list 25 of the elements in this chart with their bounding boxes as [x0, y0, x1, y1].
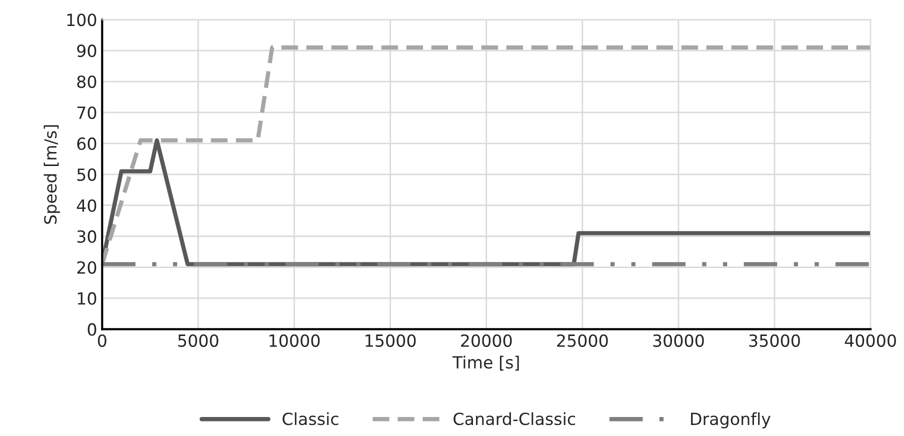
- y-tick-label: 60: [77, 137, 96, 150]
- x-tick-label: 35000: [749, 334, 800, 347]
- legend-label: Classic: [282, 412, 338, 426]
- y-tick-label: 40: [76, 199, 96, 212]
- y-tick-label: 90: [77, 44, 96, 58]
- x-tick-label: 20000: [461, 334, 512, 347]
- y-tick-label: 10: [78, 292, 96, 305]
- y-tick-label: 70: [77, 106, 96, 120]
- y-tick-label: 80: [77, 75, 96, 88]
- y-tick-label: 30: [77, 230, 96, 243]
- x-tick-label: 15000: [366, 334, 416, 347]
- x-tick-label: 5000: [178, 334, 218, 347]
- legend-label: Canard-Classic: [454, 412, 576, 426]
- y-tick-label: 0: [88, 323, 96, 336]
- y-axis-title: Speed [m/s]: [44, 125, 60, 224]
- x-tick-label: 0: [98, 334, 106, 347]
- legend-label: Dragonfly: [691, 412, 771, 428]
- y-tick-label: 20: [77, 261, 96, 274]
- x-tick-label: 25000: [557, 334, 608, 347]
- x-tick-label: 10000: [270, 334, 320, 347]
- y-tick-label: 50: [77, 168, 96, 181]
- x-tick-label: 40000: [844, 334, 896, 347]
- y-tick-label: 100: [67, 14, 96, 26]
- x-axis-title: Time [s]: [452, 356, 519, 371]
- x-tick-label: 30000: [653, 334, 704, 347]
